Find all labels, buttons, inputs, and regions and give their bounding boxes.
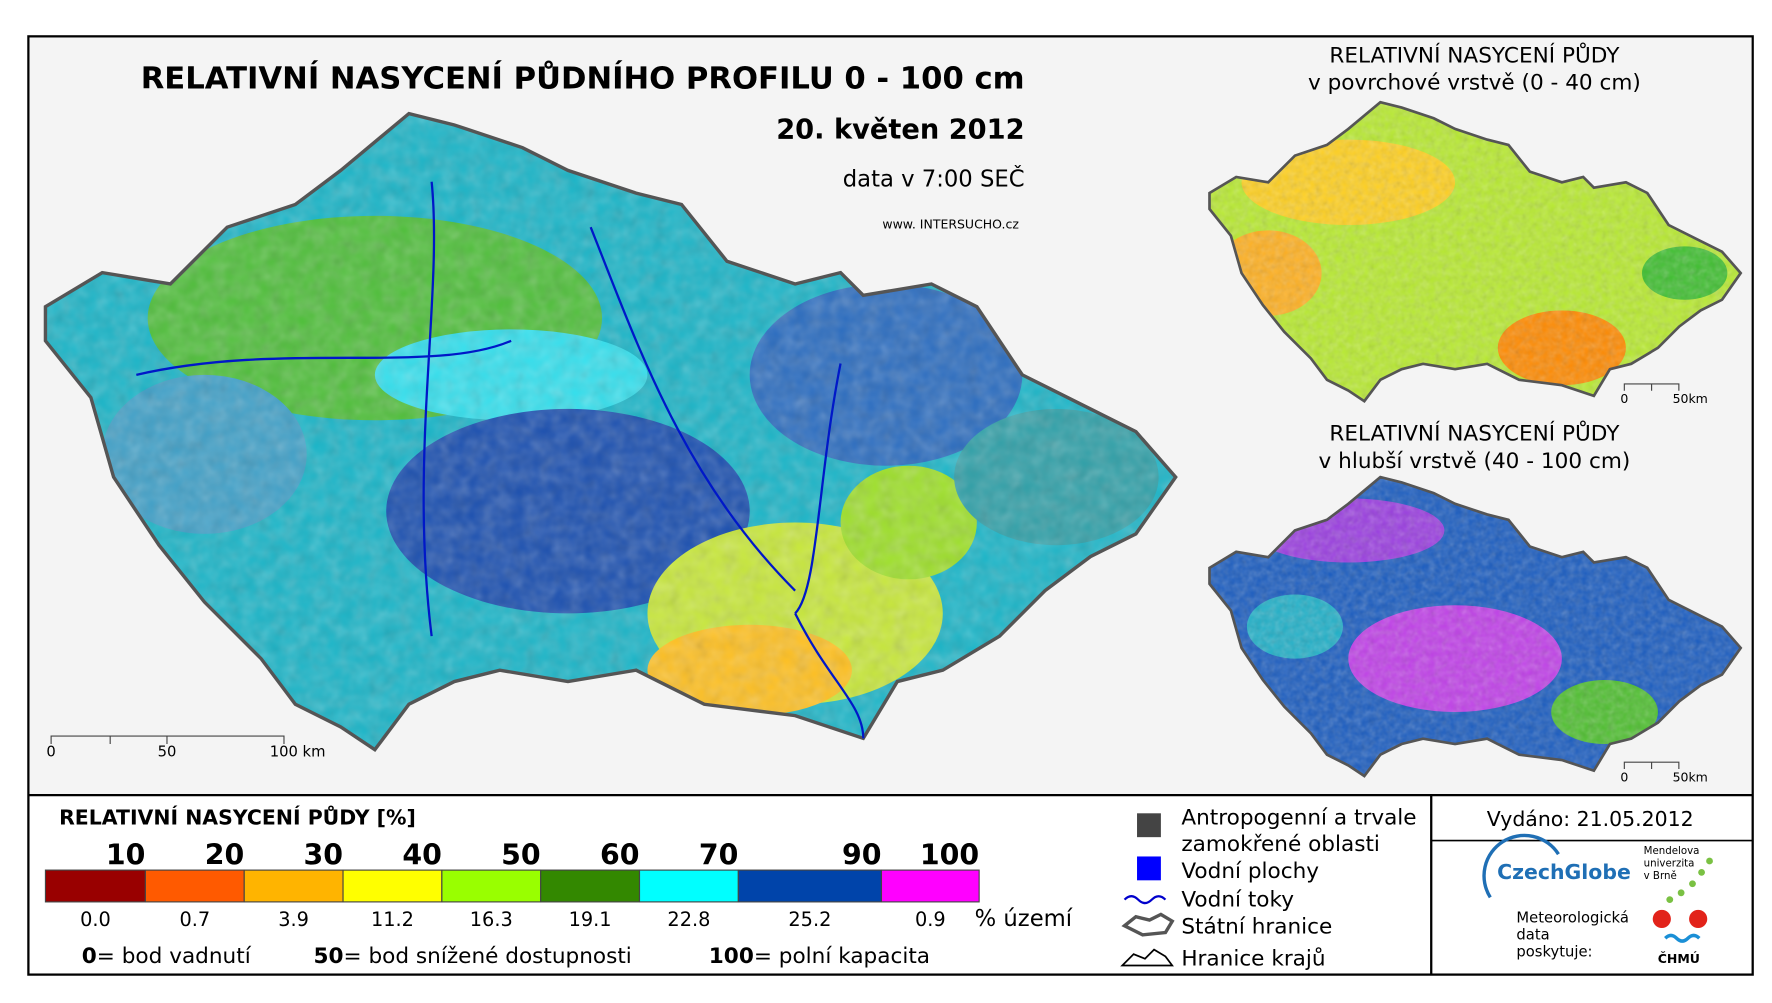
chmu-symbol <box>1652 909 1708 943</box>
czechglobe-swoosh <box>1482 833 1560 899</box>
color-legend: 0.0 0.7 3.9 11.2 16.3 19.1 22.8 25.2 0.9 10 20 30 40… <box>44 838 980 931</box>
legend-unit: % území <box>975 906 1073 932</box>
legend-bound: 60 <box>600 838 640 871</box>
state-border-symbol <box>1121 912 1175 937</box>
scale-label: 50km <box>1673 391 1708 406</box>
legend-bound: 100 <box>920 838 979 871</box>
legend-share: 0.0 <box>80 908 111 931</box>
inset-scale-bar <box>1623 383 1680 391</box>
legend-note: 50= bod snížené dostupnosti <box>314 944 632 969</box>
scale-label: 0 <box>1620 769 1628 784</box>
legend-bound: 70 <box>699 838 739 871</box>
legend-share: 0.9 <box>915 908 946 931</box>
mendel-logo: v Brně <box>1644 870 1677 882</box>
scale-label: 0 <box>1620 391 1628 406</box>
water-body-symbol <box>1137 856 1161 881</box>
map-legend-label: Vodní toky <box>1181 887 1294 912</box>
legend-share: 0.7 <box>179 908 210 931</box>
map-legend-label: Antropogenní a trvale <box>1181 806 1416 831</box>
inset-title: v povrchové vrstvě (0 - 40 cm) <box>1308 71 1641 96</box>
inset-title: RELATIVNÍ NASYCENÍ PŮDY <box>1329 420 1620 447</box>
note-key: 50 <box>314 944 344 969</box>
mendel-logo: univerzita <box>1644 859 1695 870</box>
map-legend-label: Hranice krajů <box>1181 947 1325 972</box>
legend-notes: 0= bod vadnutí 50= bod snížené dostupnost… <box>82 944 930 969</box>
inset-scale-bar <box>1623 761 1680 770</box>
main-title: RELATIVNÍ NASYCENÍ PŮDNÍHO PROFILU 0 - 1… <box>141 60 1025 97</box>
region-border-symbol <box>1120 948 1174 967</box>
anthropogenic-symbol <box>1137 813 1161 838</box>
legend-swatch <box>441 869 542 903</box>
legend-bound: 10 <box>106 838 146 871</box>
legend-swatch <box>44 869 146 903</box>
czechglobe-logo: CzechGlobe <box>1497 860 1631 884</box>
legend-share: 3.9 <box>278 908 309 931</box>
legend-bound: 20 <box>205 838 245 871</box>
provider-text: data <box>1516 926 1549 943</box>
website: www. INTERSUCHO.cz <box>882 216 1019 231</box>
scale-label: 100 km <box>270 744 326 761</box>
legend-share: 22.8 <box>667 908 710 931</box>
map-legend: Antropogenní a trvale zamokřené oblasti … <box>1120 806 1417 972</box>
legend-bound: 30 <box>304 838 343 871</box>
legend-bound: 40 <box>402 838 442 871</box>
mendel-logo: Mendelova <box>1644 846 1700 857</box>
scale-label: 50 <box>158 744 177 761</box>
scale-label: 0 <box>46 744 55 761</box>
legend-swatch <box>880 869 980 903</box>
provider-text: poskytuje: <box>1516 943 1592 960</box>
legend-swatch <box>144 869 245 903</box>
legend-share: 11.2 <box>371 908 414 931</box>
mendel-dots <box>1666 857 1713 904</box>
note-text: = bod snížené dostupnosti <box>344 944 632 969</box>
legend-note: 100= polní kapacita <box>709 944 930 969</box>
legend-swatch <box>737 869 883 903</box>
note-text: = bod vadnutí <box>97 944 252 969</box>
legend-share: 19.1 <box>569 908 612 931</box>
note-key: 0 <box>82 944 97 969</box>
legend-title: RELATIVNÍ NASYCENÍ PŮDY [%] <box>59 805 416 830</box>
date: 20. květen 2012 <box>776 115 1024 146</box>
note-key: 100 <box>709 944 754 969</box>
legend-share: 16.3 <box>470 908 513 931</box>
legend-bound: 50 <box>501 838 540 871</box>
legend-swatch <box>342 869 443 903</box>
issued-date: Vydáno: 21.05.2012 <box>1487 807 1694 831</box>
time: data v 7:00 SEČ <box>843 164 1025 192</box>
map-legend-label: Vodní plochy <box>1181 859 1319 884</box>
legend-share: 25.2 <box>788 908 831 931</box>
provider-text: Meteorologická <box>1516 909 1628 926</box>
legend-swatch <box>540 869 641 903</box>
inset-title: RELATIVNÍ NASYCENÍ PŮDY <box>1329 41 1620 68</box>
legend-bound: 90 <box>842 838 882 871</box>
legend-note: 0= bod vadnutí <box>82 944 252 969</box>
chmu-logo: ČHMÚ <box>1658 951 1700 966</box>
scale-label: 50km <box>1673 769 1708 784</box>
map-legend-label: zamokřené oblasti <box>1181 832 1380 857</box>
main-scale-bar <box>50 735 285 745</box>
note-text: = polní kapacita <box>754 944 930 969</box>
map-legend-label: Státní hranice <box>1181 915 1332 940</box>
legend-swatch <box>243 869 344 903</box>
river-symbol <box>1123 895 1167 905</box>
inset-title: v hlubší vrstvě (40 - 100 cm) <box>1319 449 1631 474</box>
legend-swatch <box>638 869 739 903</box>
